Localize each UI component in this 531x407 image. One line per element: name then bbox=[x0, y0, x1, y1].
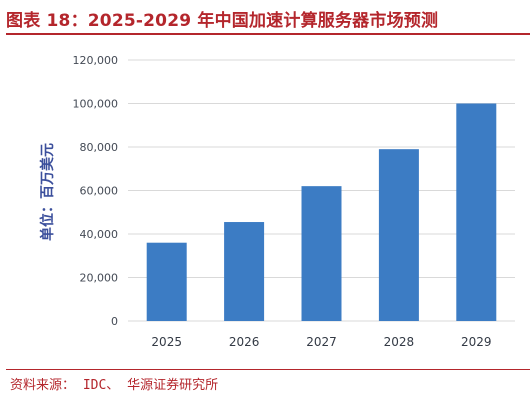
y-tick-label: 60,000 bbox=[80, 185, 119, 198]
figure-title: 图表 18：2025-2029 年中国加速计算服务器市场预测 bbox=[6, 11, 439, 31]
y-tick-label: 0 bbox=[111, 315, 118, 328]
title-divider bbox=[6, 33, 530, 35]
x-tick-label: 2026 bbox=[229, 335, 260, 349]
x-tick-label: 2028 bbox=[384, 335, 415, 349]
x-tick-label: 2027 bbox=[306, 335, 337, 349]
y-tick-label: 100,000 bbox=[73, 98, 119, 111]
y-tick-label: 40,000 bbox=[80, 228, 119, 241]
bar-2025 bbox=[146, 242, 187, 321]
y-tick-label: 120,000 bbox=[73, 54, 119, 67]
bar-2026 bbox=[224, 222, 265, 321]
y-tick-label: 80,000 bbox=[80, 141, 119, 154]
source-note: 资料来源： IDC、 华源证券研究所 bbox=[10, 378, 219, 393]
bar-2027 bbox=[301, 186, 342, 321]
x-tick-label: 2025 bbox=[151, 335, 182, 349]
y-axis-label: 单位：百万美元 bbox=[39, 143, 56, 241]
y-axis-ticks: 0 20,000 40,000 60,000 80,000 100,000 120,000 bbox=[73, 54, 119, 328]
bar-2028 bbox=[378, 149, 419, 321]
y-tick-label: 20,000 bbox=[80, 272, 119, 285]
bar-2029 bbox=[456, 103, 497, 321]
x-tick-label: 2029 bbox=[461, 335, 492, 349]
source-divider bbox=[6, 369, 530, 370]
x-axis-ticks: 2025 2026 2027 2028 2029 bbox=[151, 335, 491, 349]
bars bbox=[146, 103, 497, 321]
